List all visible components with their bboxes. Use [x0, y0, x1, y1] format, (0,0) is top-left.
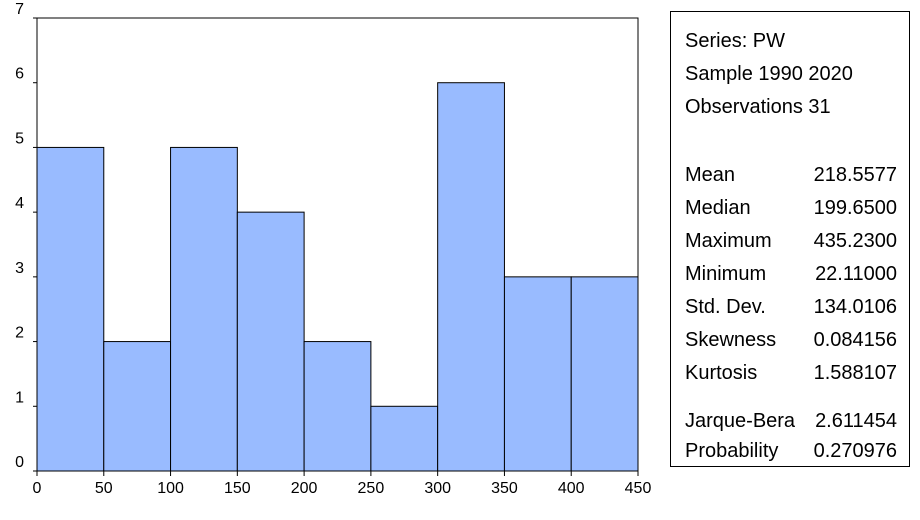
stat-row-jarque-bera: Jarque-Bera 2.611454	[685, 410, 897, 433]
stat-row-probability: Probability 0.270976	[685, 440, 897, 463]
plot-frame	[36, 17, 639, 472]
histogram-bar	[570, 276, 639, 472]
series-label: Series: PW	[685, 30, 786, 52]
stat-value: 1.588107	[813, 362, 897, 384]
y-tick-label: 7	[15, 1, 24, 18]
stat-label: Mean	[685, 164, 736, 186]
stat-label: Median	[685, 197, 751, 219]
y-tick-label: 3	[15, 260, 24, 277]
histogram-chart: 0 50 100 150 200 250 300 350 400 450 0 1 2 3 4 5 6 7	[15, 1, 652, 497]
histogram-bar	[170, 146, 238, 472]
histogram-bar	[503, 276, 572, 472]
y-tick-label: 5	[15, 130, 24, 147]
stat-label: Probability	[685, 440, 779, 462]
x-tick-label: 300	[424, 480, 451, 497]
y-tick-label: 1	[15, 389, 24, 406]
x-tick-label: 400	[558, 480, 585, 497]
stat-row-maximum: Maximum 435.2300	[685, 230, 897, 253]
observations-label: Observations 31	[685, 96, 831, 118]
histogram-bar	[103, 341, 172, 472]
histogram-bar	[370, 405, 439, 472]
stat-row-mean: Mean 218.5577	[685, 164, 897, 187]
statistics-panel: Series: PW Sample 1990 2020 Observations…	[670, 11, 910, 467]
x-tick-label: 100	[157, 480, 184, 497]
x-tick-label: 450	[625, 480, 652, 497]
histogram-bar	[437, 82, 505, 472]
sample-label: Sample 1990 2020	[685, 63, 853, 85]
stat-value: 199.6500	[813, 197, 897, 219]
stat-value: 22.11000	[815, 263, 897, 285]
y-tick-label: 2	[15, 325, 24, 342]
x-tick-label: 0	[33, 480, 42, 497]
x-tick-label: 150	[224, 480, 251, 497]
stat-value: 134.0106	[813, 296, 897, 318]
histogram-bar	[36, 146, 105, 472]
x-tick-label: 250	[358, 480, 385, 497]
y-tick-label: 0	[15, 454, 24, 471]
stat-row-minimum: Minimum 22.11000	[685, 263, 897, 286]
stat-value: 218.5577	[813, 164, 897, 186]
stat-label: Kurtosis	[685, 362, 758, 384]
stat-label: Jarque-Bera	[685, 410, 796, 432]
y-tick-label: 6	[15, 66, 24, 83]
x-tick-label: 200	[291, 480, 318, 497]
stat-row-std-dev: Std. Dev. 134.0106	[685, 296, 897, 319]
stat-label: Minimum	[685, 263, 767, 285]
y-tick-label: 4	[15, 195, 24, 212]
x-tick-label: 350	[491, 480, 518, 497]
stat-value: 435.2300	[813, 230, 897, 252]
stat-value: 0.084156	[813, 329, 897, 351]
stat-label: Skewness	[685, 329, 777, 351]
histogram-bar	[236, 211, 305, 472]
x-tick-label: 50	[95, 480, 113, 497]
histogram-bar	[303, 341, 372, 472]
stat-label: Std. Dev.	[685, 296, 766, 318]
stat-value: 0.270976	[813, 440, 897, 462]
stat-row-kurtosis: Kurtosis 1.588107	[685, 362, 897, 385]
stat-row-skewness: Skewness 0.084156	[685, 329, 897, 352]
stat-value: 2.611454	[815, 410, 897, 432]
stat-label: Maximum	[685, 230, 772, 252]
stat-row-median: Median 199.6500	[685, 197, 897, 220]
